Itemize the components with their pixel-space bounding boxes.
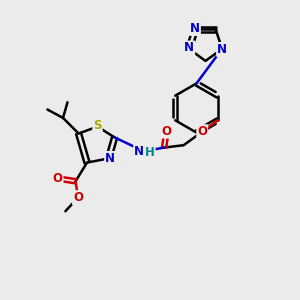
Text: N: N xyxy=(105,152,115,165)
Text: N: N xyxy=(217,43,227,56)
Text: N: N xyxy=(184,41,194,55)
Text: N: N xyxy=(190,22,200,35)
Text: H: H xyxy=(145,146,154,159)
Text: O: O xyxy=(161,124,172,138)
Text: N: N xyxy=(134,145,144,158)
Text: S: S xyxy=(93,118,102,132)
Text: O: O xyxy=(197,125,207,138)
Text: O: O xyxy=(52,172,63,185)
Text: O: O xyxy=(73,191,83,204)
